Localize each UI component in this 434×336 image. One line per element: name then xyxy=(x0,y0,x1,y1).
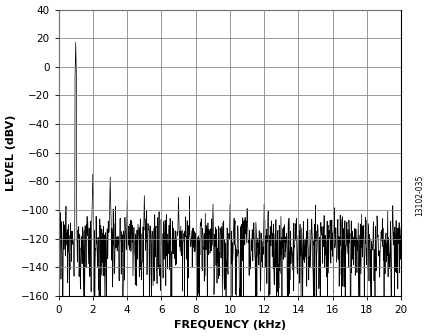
X-axis label: FREQUENCY (kHz): FREQUENCY (kHz) xyxy=(174,321,285,330)
Y-axis label: LEVEL (dBV): LEVEL (dBV) xyxy=(6,115,16,191)
Text: 13102-035: 13102-035 xyxy=(414,174,423,216)
